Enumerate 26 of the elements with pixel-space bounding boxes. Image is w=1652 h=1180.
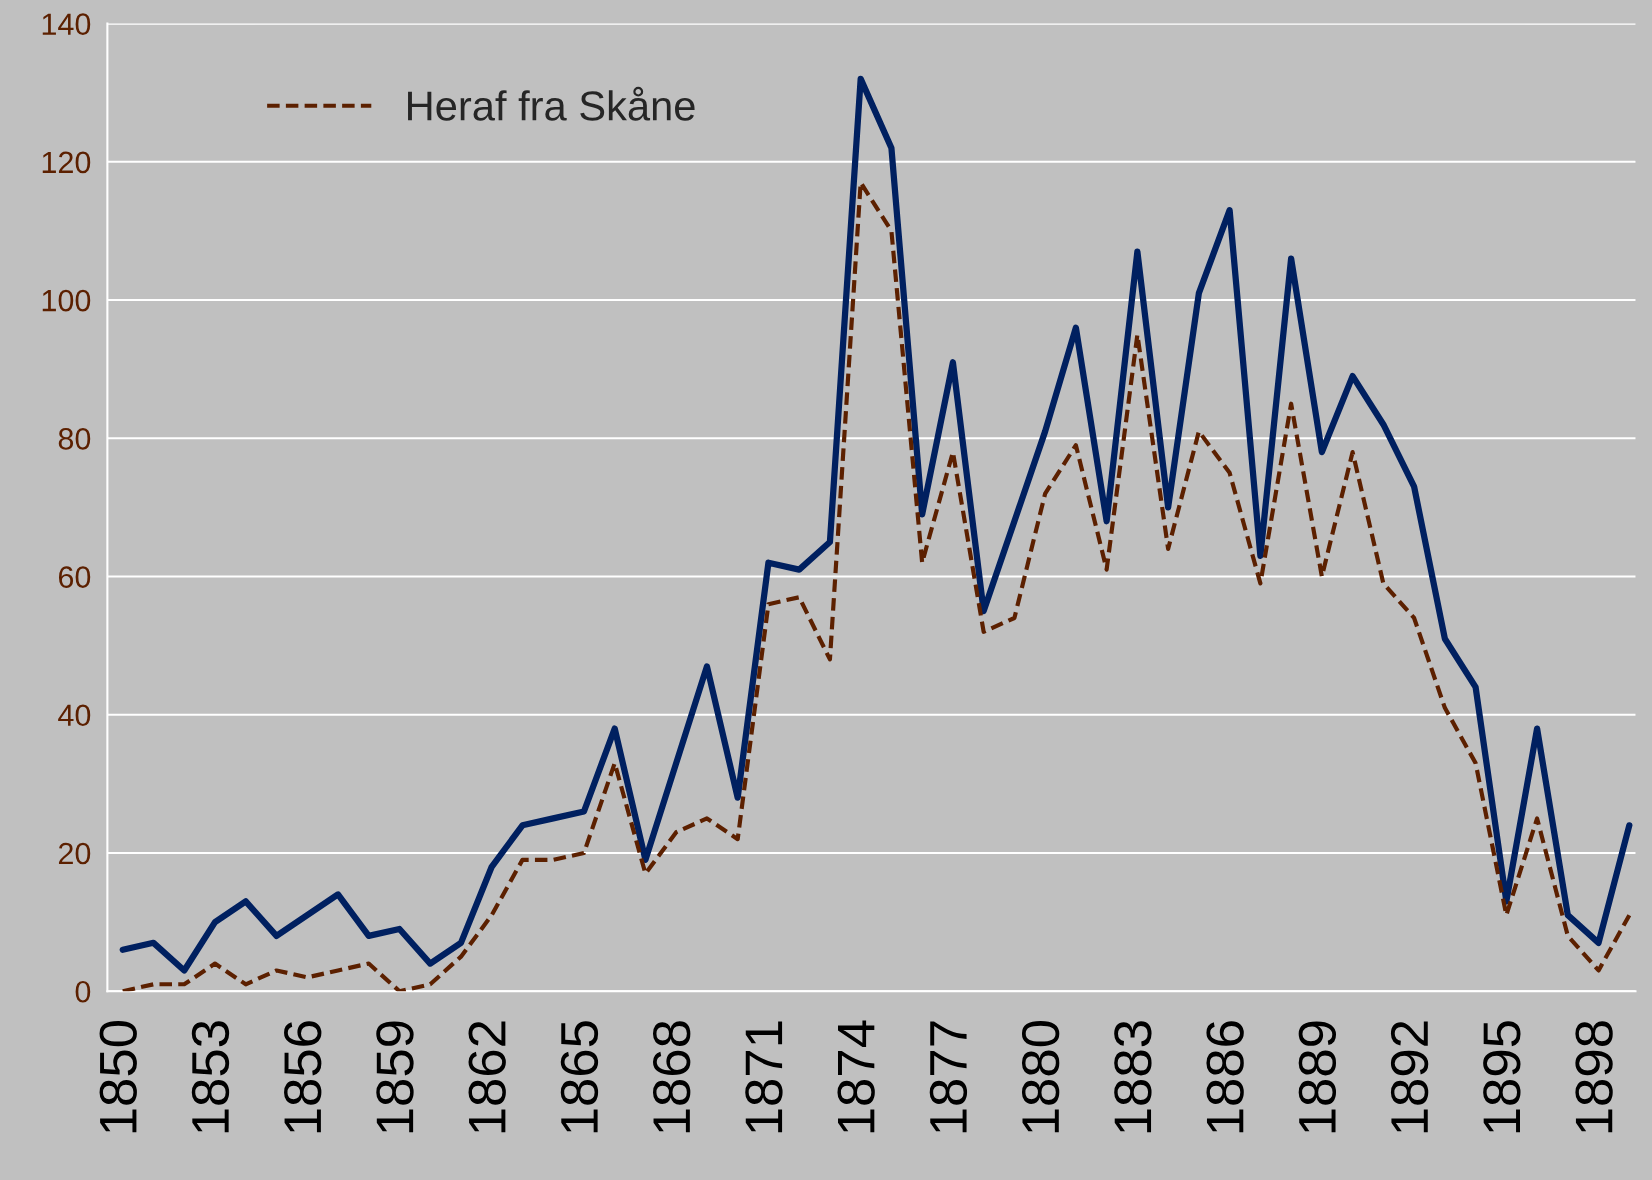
x-tick-label: 1880 — [1021, 1021, 1060, 1133]
x-tick-label: 1850 — [99, 1021, 137, 1133]
x-tick-label: 1892 — [1390, 1021, 1429, 1133]
legend-label: Heraf fra Skåne — [408, 86, 695, 121]
y-tick-label: 0 — [75, 980, 91, 1003]
y-tick-label: 60 — [58, 566, 91, 588]
x-tick-label: 1874 — [837, 1020, 875, 1133]
x-tick-label: 1895 — [1483, 1021, 1521, 1133]
x-tick-label: 1877 — [929, 1021, 968, 1133]
y-tick-label: 140 — [42, 13, 91, 35]
y-tick-label: 80 — [58, 428, 91, 450]
x-tick-label: 1886 — [1206, 1021, 1244, 1133]
x-tick-label: 1865 — [560, 1021, 599, 1133]
x-tick-label: 1853 — [191, 1021, 230, 1133]
x-tick-label: 1859 — [376, 1021, 414, 1133]
x-tick-label: 1889 — [1298, 1021, 1337, 1133]
y-tick-label: 20 — [58, 842, 91, 865]
x-tick-label: 1898 — [1575, 1021, 1613, 1133]
x-tick-label: 1856 — [284, 1021, 322, 1133]
x-tick-label: 1871 — [745, 1021, 783, 1133]
x-tick-label: 1868 — [652, 1021, 691, 1133]
y-tick-label: 100 — [42, 289, 91, 312]
y-tick-label: 120 — [42, 151, 91, 174]
y-tick-label: 40 — [58, 704, 91, 727]
x-tick-label: 1883 — [1114, 1021, 1152, 1133]
x-tick-label: 1862 — [468, 1021, 506, 1133]
